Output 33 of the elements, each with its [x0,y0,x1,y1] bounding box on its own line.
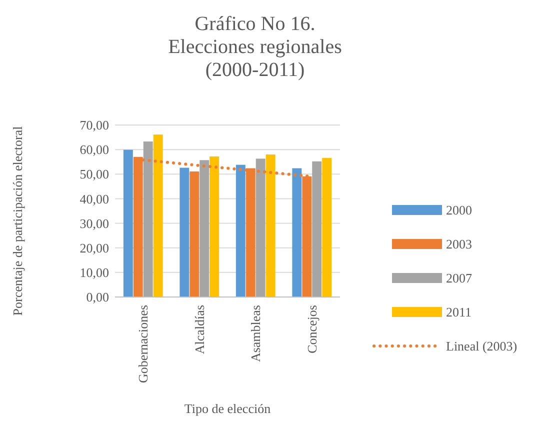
x-tick-label: Gobernaciones [136,305,151,383]
bar [123,150,133,297]
bar [153,134,163,297]
bar [266,154,276,297]
y-axis-title: Porcentaje de participación electoral [10,126,25,316]
x-tick-label: Alcaldías [192,305,207,354]
y-tick-label: 50,00 [80,166,109,182]
bar [190,171,200,297]
bar [292,168,302,297]
y-tick-label: 70,00 [80,118,109,133]
y-tick-label: 40,00 [80,191,109,206]
legend-label: 2000 [446,202,472,218]
x-axis-title: Tipo de elección [184,401,272,416]
bar [210,156,220,297]
chart-title: Gráfico No 16. Elecciones regionales (2000-2011) [168,13,342,81]
legend-label: 2003 [446,236,472,252]
y-tick-label: 20,00 [80,240,109,256]
bar [312,161,322,297]
y-tick-label: 60,00 [80,142,109,158]
bar [143,141,153,297]
y-tick-label: 30,00 [80,216,109,231]
bar [256,158,266,297]
y-tick-label: 0,00 [86,290,109,305]
bar [236,164,246,297]
bar [200,160,210,297]
legend-label: 2007 [446,270,472,286]
x-tick-label: Concejos [304,305,320,354]
y-tick-label: 10,00 [80,264,109,280]
legend-label: 2011 [446,304,472,320]
bar [322,158,332,297]
legend-label: Lineal (2003) [446,338,518,354]
x-tick-label: Asambleas [248,305,264,362]
bar [180,168,190,297]
